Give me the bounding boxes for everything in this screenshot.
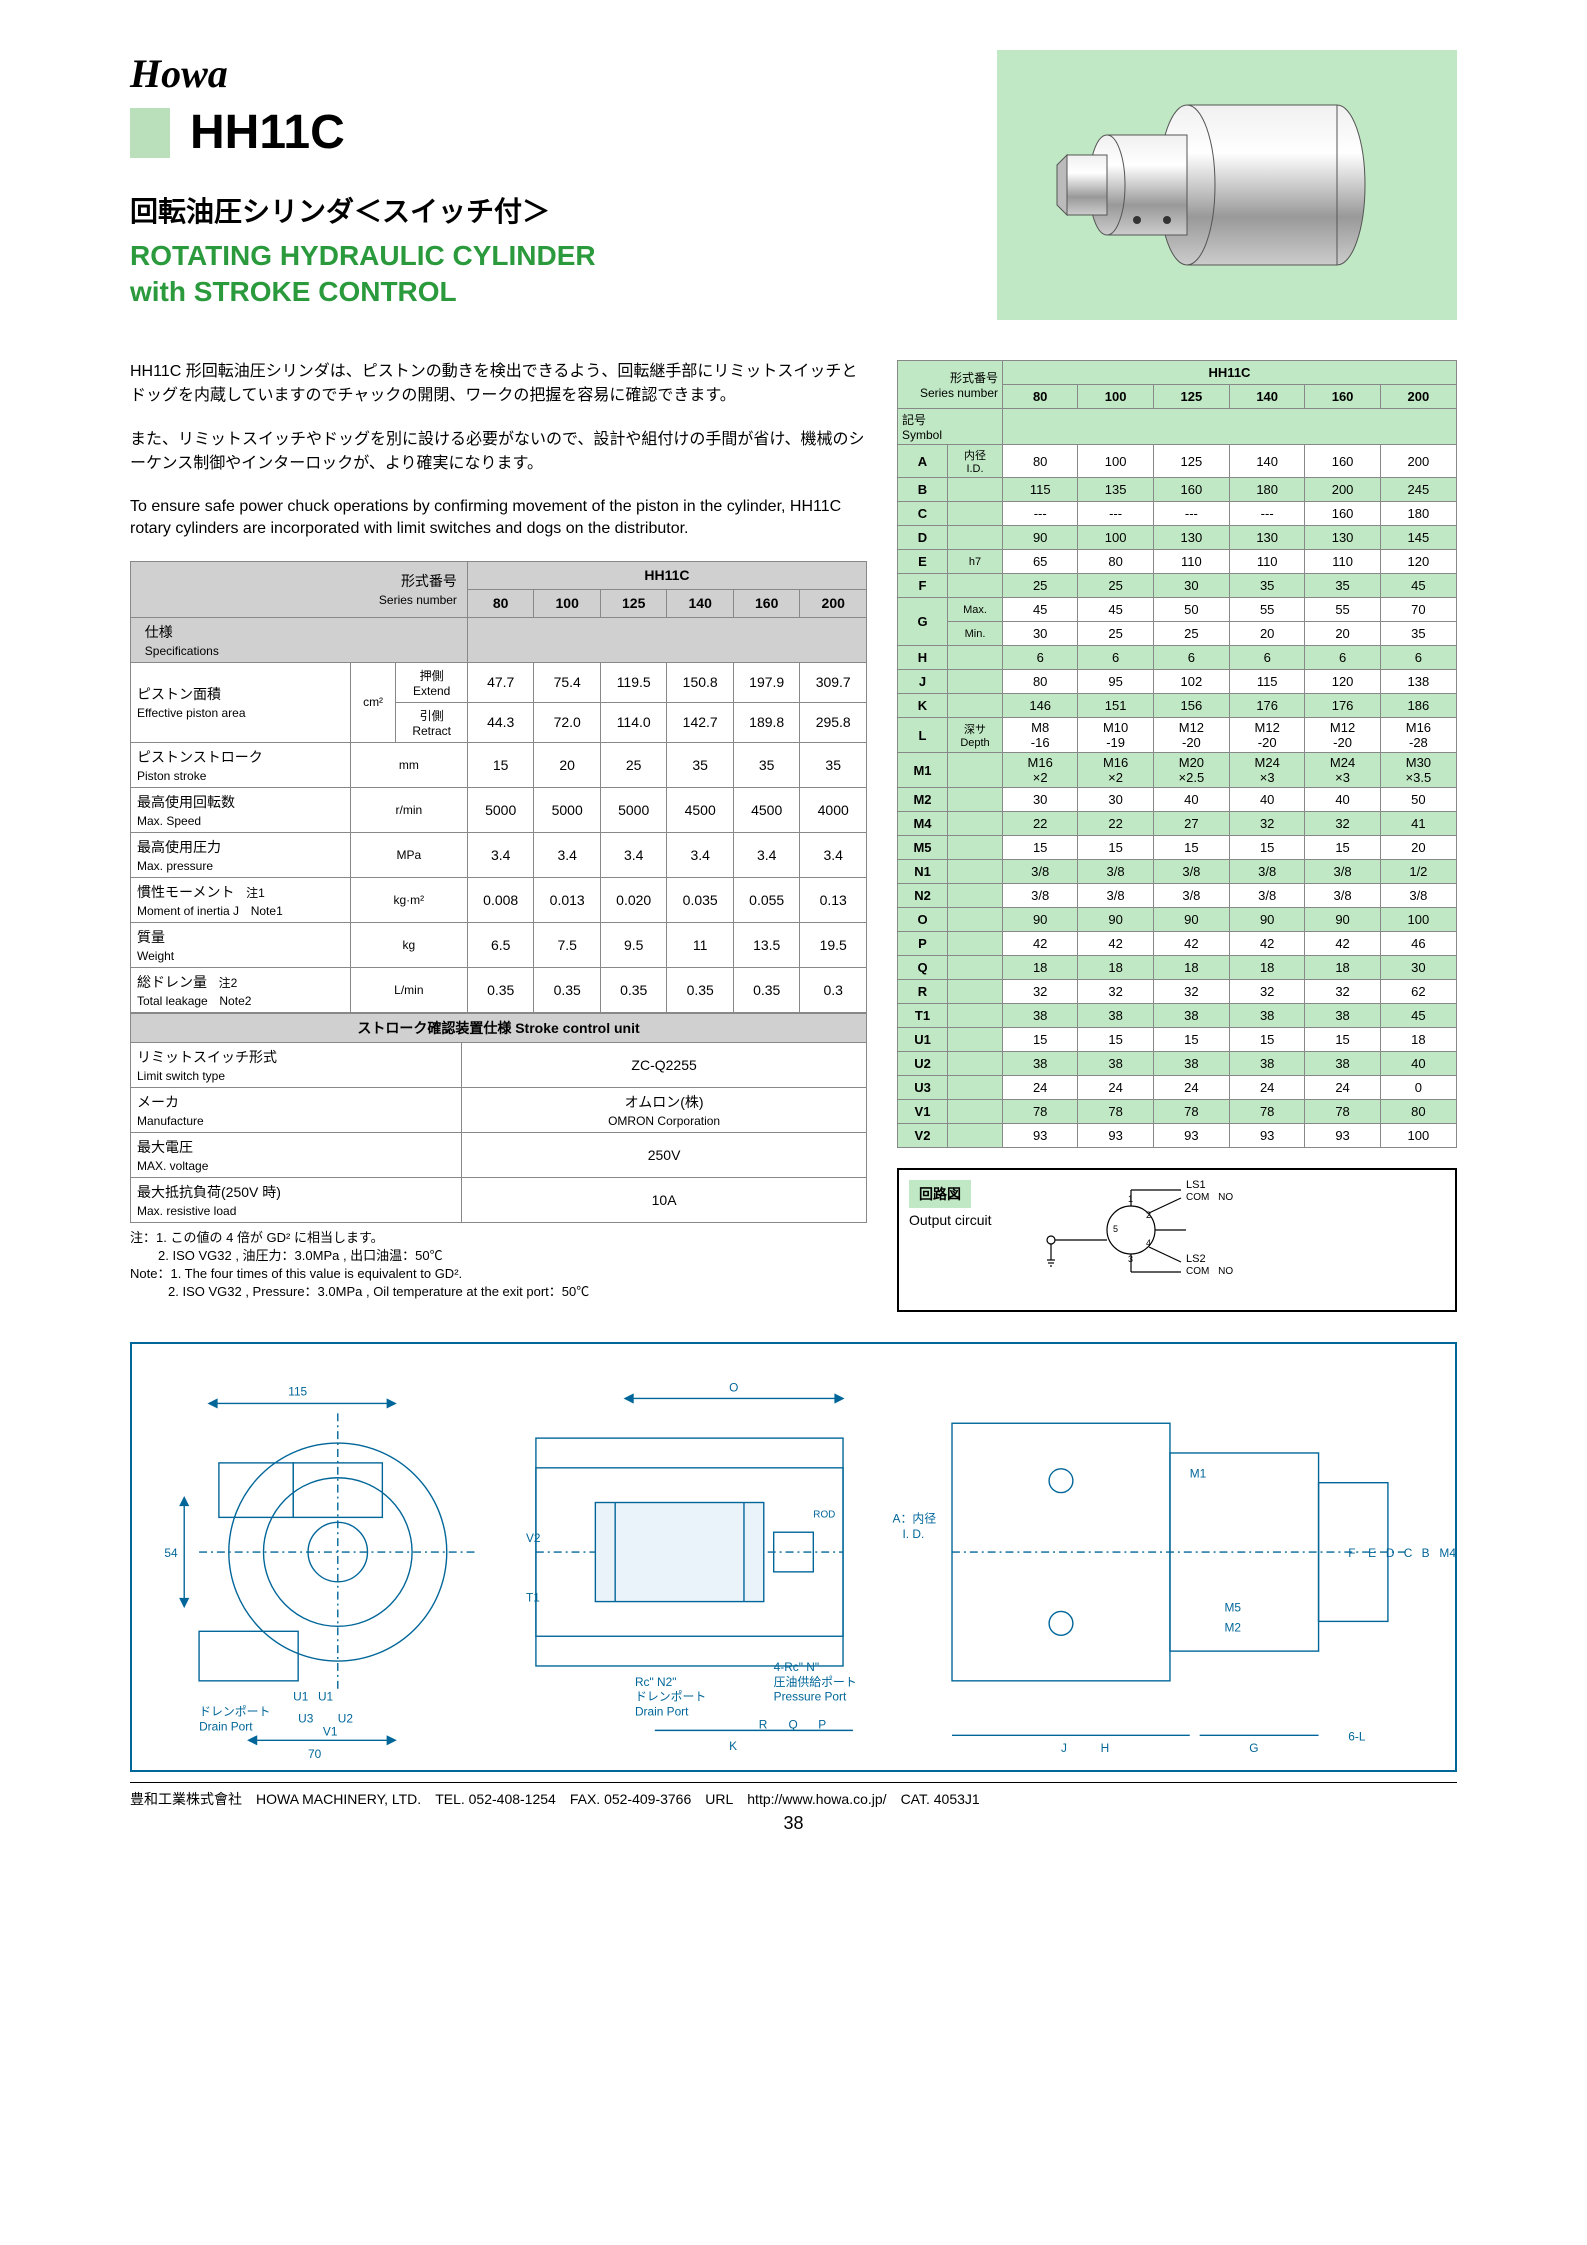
svg-text:M4: M4 [1439, 1546, 1455, 1560]
model-code: HH11C [190, 105, 345, 160]
svg-text:O: O [729, 1381, 738, 1395]
circuit-svg: LS1 COM NO LS2 COM NO 1 2 4 3 5 [1011, 1180, 1271, 1300]
dim-series-name: HH11C [1003, 361, 1457, 385]
catalog-no: CAT. 4053J1 [901, 1791, 980, 1807]
circuit-label-jp: 回路図 [909, 1180, 971, 1208]
dim-symbol-label: 記号Symbol [898, 409, 1003, 445]
svg-text:M5: M5 [1224, 1600, 1241, 1614]
notes: 注：1. この値の 4 倍が GD² に相当します。 2. ISO VG32 ,… [130, 1229, 867, 1302]
brand-logo: Howa [130, 50, 957, 97]
model-bar: HH11C [130, 105, 957, 160]
company-en: HOWA MACHINERY, LTD. [256, 1791, 421, 1807]
en-title-l1: ROTATING HYDRAULIC CYLINDER [130, 240, 596, 271]
svg-text:U2: U2 [338, 1711, 353, 1725]
svg-text:Drain Port: Drain Port [635, 1705, 689, 1719]
company-jp: 豊和工業株式會社 [130, 1789, 242, 1809]
en-title: ROTATING HYDRAULIC CYLINDER with STROKE … [130, 238, 957, 311]
model-accent [130, 108, 170, 158]
svg-text:6-L: 6-L [1348, 1729, 1366, 1743]
en-description: To ensure safe power chuck operations by… [130, 496, 867, 541]
svg-text:圧油供給ポート: 圧油供給ポート [774, 1675, 857, 1689]
svg-text:E: E [1368, 1546, 1376, 1560]
svg-text:U1: U1 [318, 1690, 334, 1704]
en-title-l2: with STROKE CONTROL [130, 276, 457, 307]
circuit-label-en: Output circuit [909, 1212, 991, 1228]
svg-text:115: 115 [288, 1385, 307, 1399]
svg-text:1: 1 [1128, 1194, 1133, 1204]
url-label: URL [705, 1791, 733, 1807]
svg-text:4: 4 [1146, 1238, 1151, 1248]
url: http://www.howa.co.jp/ [747, 1791, 886, 1807]
stroke-unit-table: ストローク確認装置仕様 Stroke control unit リミットスイッチ… [130, 1013, 867, 1223]
svg-text:70: 70 [308, 1747, 322, 1761]
svg-text:C: C [1404, 1546, 1413, 1560]
svg-text:T1: T1 [526, 1591, 540, 1605]
jp-title: 回転油圧シリンダ＜スイッチ付＞ [130, 190, 957, 230]
technical-drawing: 115 54 70 O ドレンポート Drain Port Rc" N2" ドレ… [130, 1342, 1457, 1772]
svg-text:J: J [1061, 1741, 1067, 1755]
svg-text:Rc" N2": Rc" N2" [635, 1675, 676, 1689]
product-photo [997, 50, 1457, 320]
svg-text:F: F [1348, 1546, 1355, 1560]
dimension-table: 形式番号Series number HH11C 8010012514016020… [897, 360, 1457, 1148]
svg-text:M1: M1 [1190, 1467, 1207, 1481]
svg-text:LS2: LS2 [1186, 1253, 1206, 1265]
svg-text:K: K [729, 1739, 737, 1753]
svg-text:COM NO: COM NO [1186, 1192, 1233, 1203]
svg-text:A：内径: A：内径 [893, 1511, 937, 1525]
svg-text:H: H [1101, 1741, 1110, 1755]
svg-text:P: P [818, 1717, 826, 1731]
svg-text:Drain Port: Drain Port [199, 1719, 253, 1733]
svg-text:2: 2 [1146, 1210, 1151, 1220]
spec-label: 仕様 Specifications [131, 617, 468, 662]
svg-text:U1: U1 [293, 1690, 309, 1704]
spec-series-label: 形式番号Series number [131, 561, 468, 617]
svg-text:4-Rc" N": 4-Rc" N" [774, 1660, 819, 1674]
spec-table: 形式番号Series number HH11C 8010012514016020… [130, 561, 867, 1013]
svg-text:V1: V1 [323, 1724, 338, 1738]
svg-text:COM NO: COM NO [1186, 1266, 1233, 1277]
svg-text:R: R [759, 1717, 768, 1731]
svg-text:B: B [1422, 1546, 1430, 1560]
svg-text:5: 5 [1113, 1224, 1118, 1234]
fax: FAX. 052-409-3766 [570, 1791, 691, 1807]
jp-description-2: また、リミットスイッチやドッグを別に設ける必要がないので、設計や組付けの手間が省… [130, 428, 867, 476]
svg-text:I. D.: I. D. [902, 1527, 924, 1541]
cylinder-icon [1037, 95, 1417, 275]
svg-text:ROD: ROD [813, 1509, 835, 1520]
svg-text:3: 3 [1128, 1254, 1133, 1264]
circuit-diagram: 回路図 Output circuit LS1 CO [897, 1168, 1457, 1312]
svg-text:Q: Q [789, 1717, 798, 1731]
svg-text:V2: V2 [526, 1531, 541, 1545]
svg-text:G: G [1249, 1741, 1258, 1755]
svg-text:ドレンポート: ドレンポート [635, 1690, 706, 1704]
stroke-unit-header: ストローク確認装置仕様 Stroke control unit [131, 1013, 867, 1042]
jp-description-1: HH11C 形回転油圧シリンダは、ピストンの動きを検出できるよう、回転継手部にリ… [130, 360, 867, 408]
page-number: 38 [130, 1813, 1457, 1834]
dim-series-label: 形式番号Series number [898, 361, 1003, 409]
svg-text:54: 54 [164, 1546, 178, 1560]
svg-text:ドレンポート: ドレンポート [199, 1705, 270, 1719]
spec-series-name: HH11C [467, 561, 866, 589]
svg-text:M2: M2 [1224, 1620, 1241, 1634]
svg-text:U3: U3 [298, 1711, 314, 1725]
svg-text:Pressure Port: Pressure Port [774, 1690, 847, 1704]
svg-text:D: D [1386, 1546, 1395, 1560]
tel: TEL. 052-408-1254 [435, 1791, 556, 1807]
svg-text:LS1: LS1 [1186, 1180, 1206, 1191]
footer: 豊和工業株式會社 HOWA MACHINERY, LTD. TEL. 052-4… [130, 1782, 1457, 1809]
